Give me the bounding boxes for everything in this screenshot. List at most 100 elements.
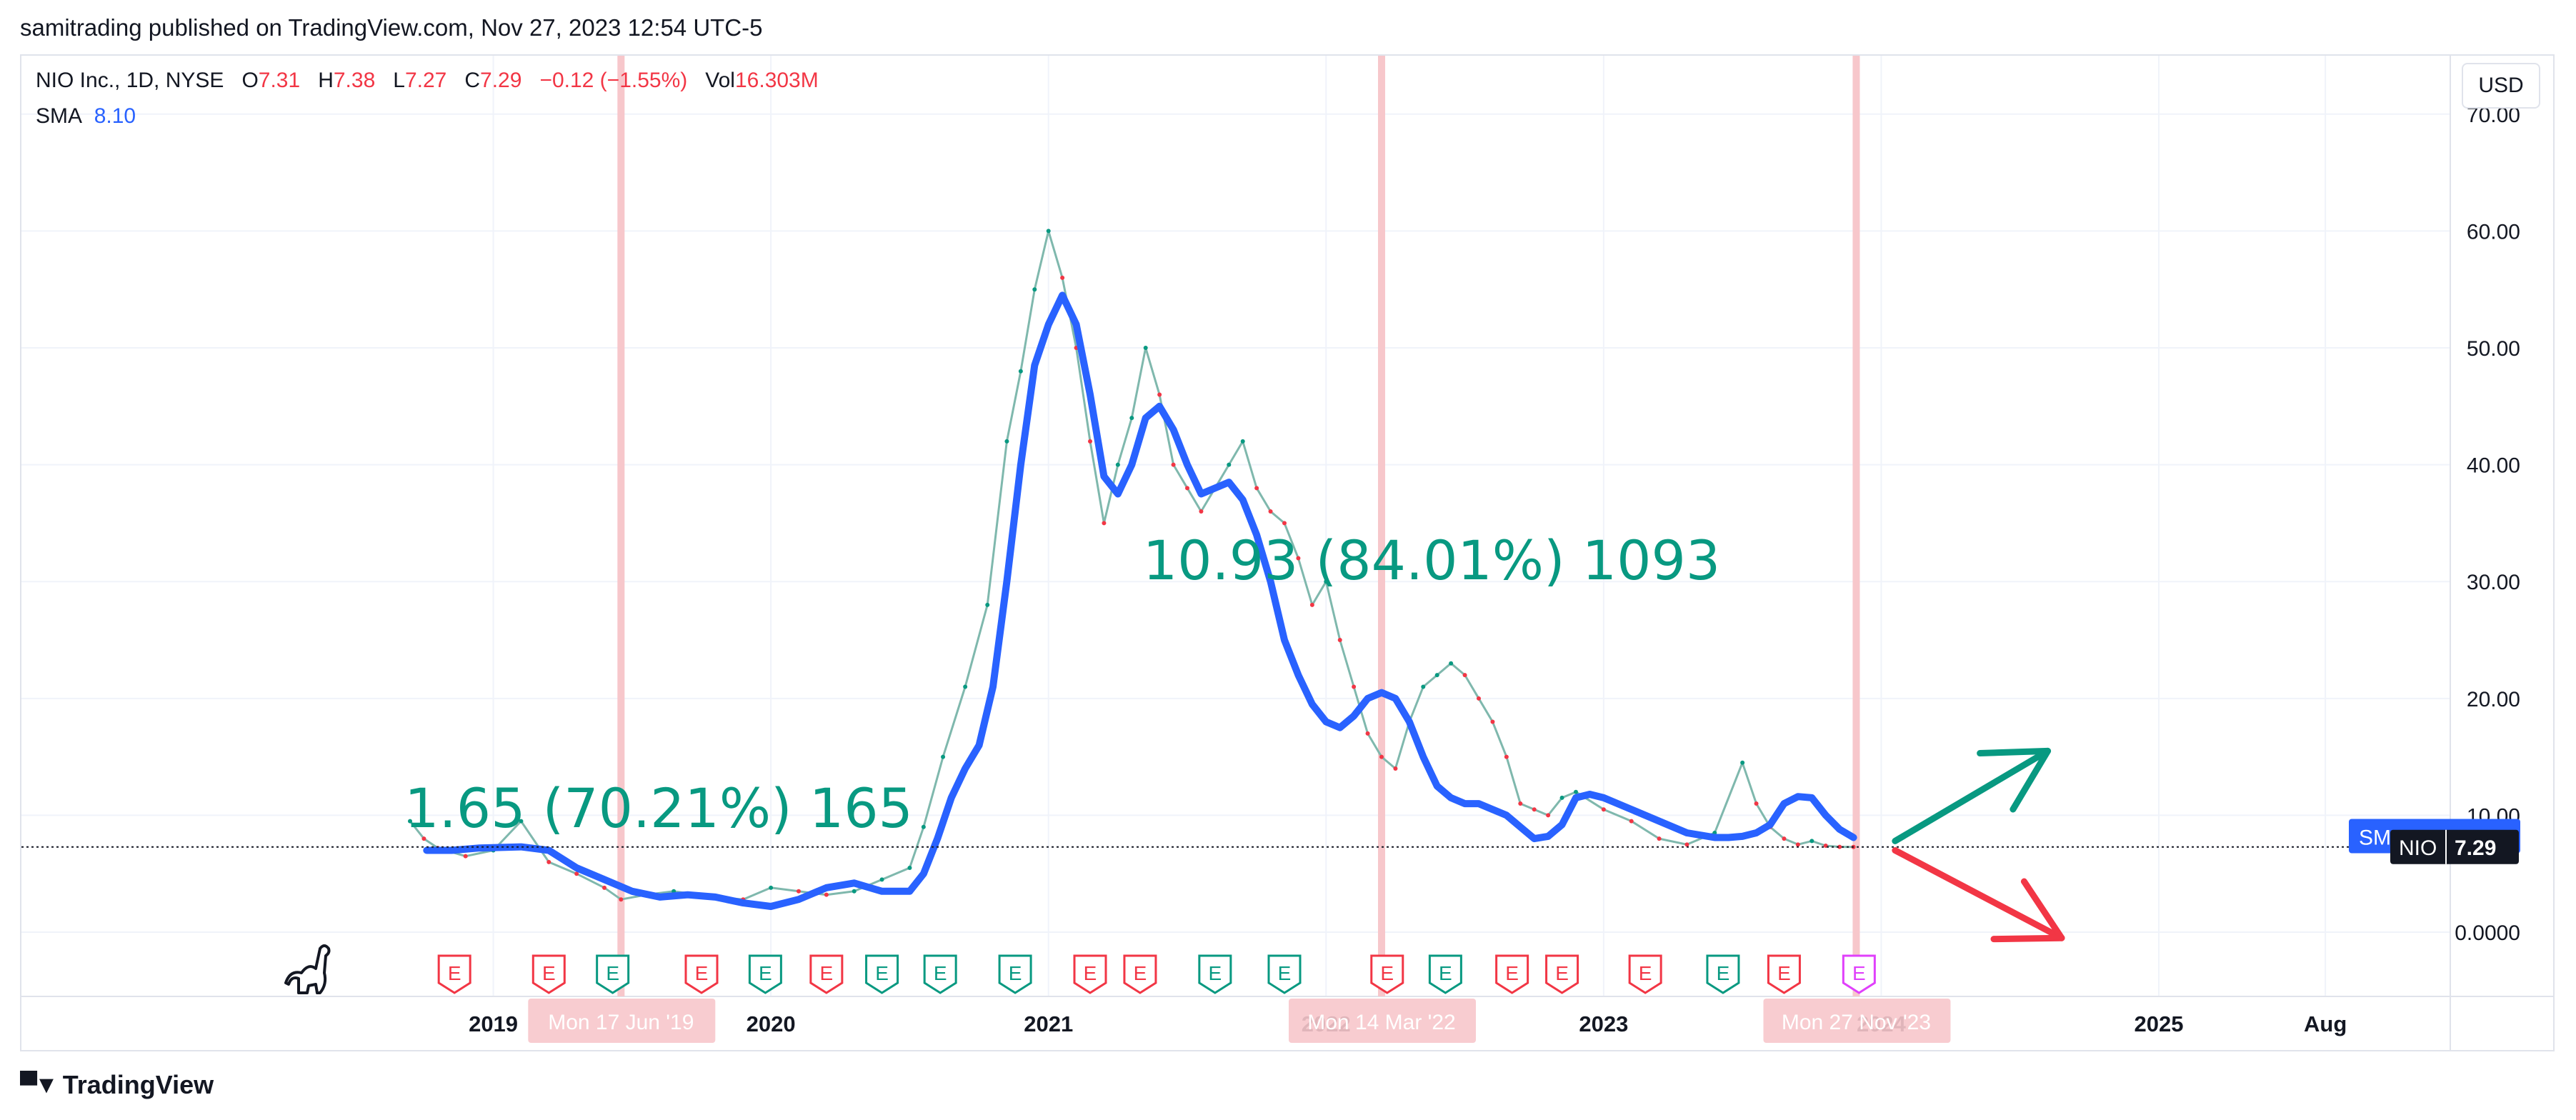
price-point [1046,229,1051,234]
currency-label: USD [2478,74,2524,97]
date-marker-text: Mon 14 Mar '22 [1307,1011,1456,1034]
footer-brand: ▀▼ TradingView [20,1070,214,1100]
tradingview-logo-icon: ▀▼ [20,1071,59,1099]
earnings-badge-label: E [1717,962,1730,984]
price-point [1684,842,1689,847]
earnings-icon[interactable]: E [531,954,566,994]
earnings-icon[interactable]: E [1628,954,1662,994]
earnings-badge-shape [1706,954,1740,994]
high-value: 7.38 [333,69,376,92]
price-point [1254,486,1259,491]
earnings-badge-label: E [1009,962,1022,984]
up-arrow-icon[interactable] [1892,747,2052,844]
down-arrow-icon[interactable] [1892,846,2065,943]
earnings-icon[interactable]: E [1370,954,1404,994]
earnings-icon[interactable]: E [1706,954,1740,994]
date-marker-text: Mon 27 Nov '23 [1782,1011,1931,1034]
earnings-badge-shape [998,954,1032,994]
earnings-icon[interactable]: E [1495,954,1529,994]
price-point [602,885,606,890]
earnings-icon[interactable]: E [684,954,719,994]
price-point [1754,801,1759,806]
x-tick-label: Aug [2304,1011,2347,1036]
x-tick-label: 2020 [747,1011,796,1036]
earnings-icon[interactable]: E [923,954,957,994]
price-point [1004,439,1009,444]
price-point [985,602,990,607]
earnings-icon[interactable]: E [1198,954,1232,994]
price-point [1449,661,1454,666]
price-point [1102,521,1107,526]
price-point [769,885,774,890]
high-label: H [318,69,334,92]
sma-legend[interactable]: SMA 8.10 [36,104,136,129]
earnings-icon[interactable]: E [1073,954,1107,994]
earnings-badge-label: E [1134,962,1147,984]
price-point [463,854,468,859]
price-point [1324,579,1329,584]
earnings-icon[interactable]: E [998,954,1032,994]
price-point [1379,754,1384,759]
chart-frame [20,54,2555,1051]
price-point [1393,766,1398,771]
earnings-badge-label: E [448,962,461,984]
price-point [1546,813,1551,818]
earnings-icon[interactable]: E [1123,954,1157,994]
price-point [1157,392,1162,397]
price-point [1740,760,1745,765]
earnings-badge-shape [1198,954,1232,994]
earnings-icon[interactable]: E [809,954,844,994]
earnings-badge-shape [1267,954,1302,994]
price-point [546,859,551,864]
arrow-shaft [1892,846,2065,941]
y-tick-label: 0.0000 [2455,921,2520,945]
price-point [1268,509,1273,514]
symbol-info[interactable]: NIO Inc., 1D, NYSE [36,69,224,92]
y-tick-label: 50.00 [2467,337,2520,361]
x-tick-label: 2021 [1024,1011,1073,1036]
price-point [1115,462,1120,467]
x-tick-label: 2025 [2135,1011,2184,1036]
earnings-badge-label: E [1505,962,1519,984]
earnings-icon[interactable]: E [1428,954,1462,994]
currency-button[interactable]: USD [2462,63,2540,109]
price-point [852,889,857,894]
price-point [1559,795,1564,800]
earnings-icon[interactable]: E [437,954,471,994]
price-series-line[interactable] [409,229,1854,901]
low-value: 7.27 [404,69,447,92]
published-header: samitrading published on TradingView.com… [20,14,763,41]
price-point [797,889,801,894]
price-point [963,684,968,689]
earnings-icon[interactable]: E [1545,954,1579,994]
price-point [1282,521,1287,526]
vertical-marker-line [1852,56,1860,996]
earnings-badge-shape [1370,954,1404,994]
footer-brand-text: TradingView [62,1070,214,1099]
nio-price-value: 7.29 [2455,836,2496,860]
earnings-badge-label: E [934,962,947,984]
price-point [1352,684,1357,689]
sma-line[interactable] [423,291,1857,910]
low-label: L [393,69,405,92]
earnings-badge-label: E [695,962,709,984]
price-point [1296,556,1301,561]
earnings-icon[interactable]: E [1767,954,1801,994]
earnings-icon[interactable]: E [1842,954,1876,994]
earnings-badge-label: E [820,962,834,984]
x-tick-label: 2019 [469,1011,518,1036]
price-point [1309,602,1314,607]
price-point [1657,836,1662,841]
measure-annotation[interactable]: 10.93 (84.01%) 1093 [1143,529,1720,592]
earnings-icon[interactable]: E [748,954,782,994]
earnings-icon[interactable]: E [1267,954,1302,994]
earnings-badge-shape [684,954,719,994]
earnings-badge-label: E [1439,962,1452,984]
arrow-head [1990,878,2065,943]
earnings-icon[interactable]: E [865,954,899,994]
measure-annotation[interactable]: 1.65 (70.21%) 165 [404,776,913,840]
price-point [1060,275,1065,280]
earnings-icon[interactable]: E [596,954,630,994]
y-tick-label: 30.00 [2467,571,2520,594]
